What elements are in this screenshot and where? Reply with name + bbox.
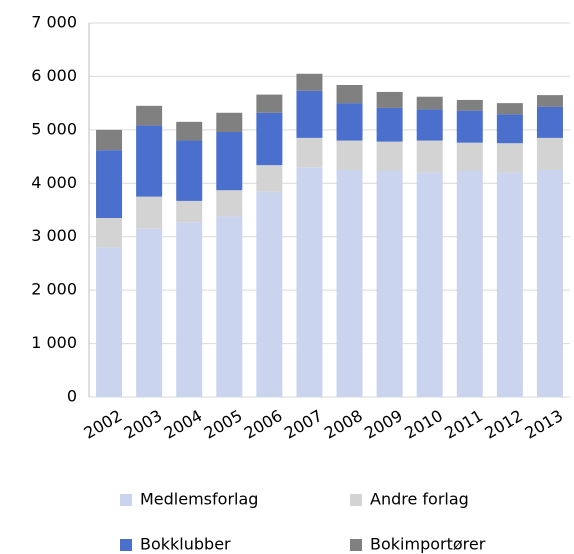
- x-tick-label: 2002: [81, 406, 126, 443]
- bar-segment: [216, 216, 243, 397]
- legend-label: Medlemsforlag: [140, 490, 258, 509]
- bar-segment: [416, 140, 443, 173]
- x-tick-label: 2011: [441, 406, 486, 443]
- bar-segment: [376, 170, 403, 397]
- y-tick-label: 5 000: [31, 119, 77, 138]
- bar-segment: [456, 110, 483, 143]
- bar-segment: [96, 247, 123, 397]
- x-tick-label: 2005: [201, 406, 246, 443]
- bar-segment: [296, 137, 323, 168]
- legend-swatch: [350, 494, 362, 506]
- bar-segment: [96, 129, 123, 151]
- bar-segment: [496, 143, 523, 173]
- bar-segment: [536, 106, 563, 138]
- legend-swatch: [120, 494, 132, 506]
- bar-segment: [136, 105, 163, 126]
- y-tick-label: 3 000: [31, 226, 77, 245]
- x-tick-label: 2003: [121, 406, 166, 443]
- bar-segment: [176, 140, 203, 201]
- bar-segment: [336, 169, 363, 397]
- bar-segment: [296, 73, 323, 91]
- x-tick-label: 2007: [281, 406, 326, 443]
- bar-segment: [136, 228, 163, 397]
- y-tick-label: 2 000: [31, 280, 77, 299]
- bar-segment: [536, 95, 563, 107]
- x-tick-label: 2012: [481, 406, 526, 443]
- x-tick-label: 2009: [361, 406, 406, 443]
- bar-segment: [216, 190, 243, 217]
- y-tick-label: 7 000: [31, 13, 77, 32]
- bar-segment: [176, 222, 203, 397]
- legend-swatch: [120, 539, 132, 551]
- bar-segment: [496, 114, 523, 144]
- y-tick-label: 6 000: [31, 66, 77, 85]
- bar-segment: [416, 109, 443, 141]
- y-tick-label: 1 000: [31, 333, 77, 352]
- legend-swatch: [350, 539, 362, 551]
- bar-segment: [496, 172, 523, 397]
- bar-segment: [216, 112, 243, 132]
- y-tick-label: 0: [67, 387, 77, 406]
- bar-segment: [376, 91, 403, 108]
- legend-label: Andre forlag: [370, 490, 469, 509]
- bar-segment: [536, 169, 563, 397]
- bar-segment: [416, 172, 443, 397]
- legend-label: Bokklubber: [140, 535, 231, 554]
- bar-segment: [336, 84, 363, 104]
- x-tick-label: 2013: [521, 406, 566, 443]
- bar-segment: [256, 112, 283, 166]
- x-tick-label: 2010: [401, 406, 446, 443]
- x-tick-label: 2004: [161, 406, 206, 443]
- bar-segment: [376, 141, 403, 171]
- bar-segment: [136, 196, 163, 229]
- x-tick-label: 2006: [241, 406, 286, 443]
- bar-segment: [256, 165, 283, 192]
- bar-segment: [336, 140, 363, 170]
- bar-segment: [456, 99, 483, 111]
- bar-segment: [176, 200, 203, 223]
- bar-segment: [256, 191, 283, 397]
- bar-segment: [136, 125, 163, 197]
- bar-segment: [456, 170, 483, 397]
- bar-segment: [96, 218, 123, 248]
- bar-segment: [336, 103, 363, 141]
- bar-segment: [496, 103, 523, 115]
- bar-segment: [176, 121, 203, 141]
- bar-segment: [536, 137, 563, 170]
- y-tick-label: 4 000: [31, 173, 77, 192]
- bar-segment: [296, 90, 323, 138]
- legend-label: Bokimportører: [370, 535, 486, 554]
- bar-segment: [296, 167, 323, 397]
- bar-segment: [216, 131, 243, 191]
- bar-segment: [416, 96, 443, 110]
- bar-segment: [96, 150, 123, 219]
- bar-segment: [456, 142, 483, 171]
- bar-segment: [256, 94, 283, 113]
- bar-segment: [376, 107, 403, 142]
- x-tick-label: 2008: [321, 406, 366, 443]
